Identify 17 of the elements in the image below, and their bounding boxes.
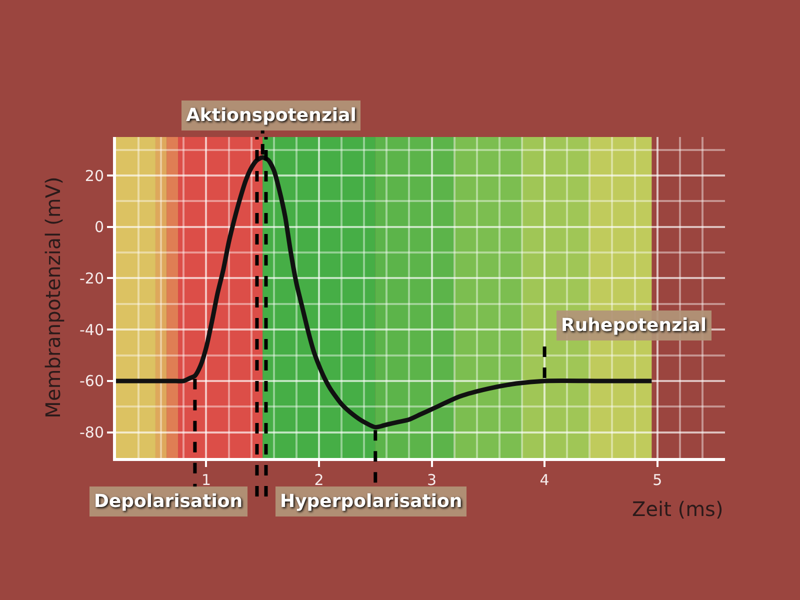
y-tick-label: 0	[94, 218, 104, 236]
y-tick-label: -80	[80, 424, 104, 442]
annotation: Ruhepotenzial	[561, 315, 707, 336]
y-axis-title: Membranpotenzial (mV)	[41, 176, 65, 418]
annotation: Depolarisation	[94, 491, 243, 512]
annotation: Hyperpolarisation	[280, 491, 462, 512]
y-tick-label: 20	[84, 166, 104, 185]
y-tick-label: -20	[80, 269, 104, 288]
annotation: Aktionspotenzial	[186, 105, 356, 126]
x-tick-label: 1	[201, 471, 211, 489]
y-tick-label: -40	[80, 320, 104, 339]
x-axis-title: Zeit (ms)	[632, 497, 724, 521]
y-tick-label: -60	[80, 372, 104, 390]
x-tick-label: 5	[652, 471, 662, 489]
x-tick-label: 2	[314, 471, 324, 489]
x-tick-label: 4	[540, 471, 550, 489]
x-tick-label: 3	[427, 471, 437, 489]
